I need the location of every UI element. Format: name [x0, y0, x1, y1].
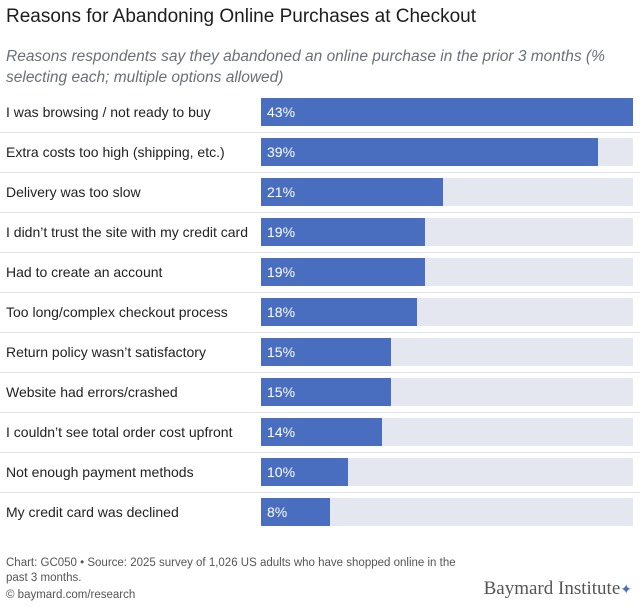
row-divider	[0, 492, 640, 493]
bar-row: Too long/complex checkout process 18%	[0, 292, 640, 332]
bar-track: 14%	[261, 418, 633, 446]
row-divider	[0, 212, 640, 213]
category-label: I couldn’t see total order cost upfront	[6, 423, 233, 440]
value-label: 19%	[267, 224, 296, 240]
bar-track: 19%	[261, 218, 633, 246]
baymard-logo: Baymard Institute✦	[483, 578, 632, 599]
value-label: 19%	[267, 264, 296, 280]
category-label: Had to create an account	[6, 263, 163, 280]
bar-track: 8%	[261, 498, 633, 526]
bar-track: 10%	[261, 458, 633, 486]
row-divider	[0, 172, 640, 173]
source-note: Chart: GC050 • Source: 2025 survey of 1,…	[6, 557, 456, 584]
category-label: Website had errors/crashed	[6, 383, 178, 400]
bar-row: Return policy wasn’t satisfactory 15%	[0, 332, 640, 372]
bar	[261, 338, 391, 366]
category-label: Return policy wasn’t satisfactory	[6, 343, 206, 360]
row-divider	[0, 452, 640, 453]
bar-track: 15%	[261, 338, 633, 366]
category-label: Not enough payment methods	[6, 463, 194, 480]
value-label: 10%	[267, 464, 296, 480]
bar-track: 18%	[261, 298, 633, 326]
bar-row: Extra costs too high (shipping, etc.) 39…	[0, 132, 640, 172]
bar	[261, 498, 331, 526]
row-divider	[0, 292, 640, 293]
bar	[261, 418, 383, 446]
bar-row: Delivery was too slow 21%	[0, 172, 640, 212]
value-label: 18%	[267, 304, 296, 320]
bar	[261, 178, 443, 206]
logo-text: Baymard Institute	[483, 578, 621, 599]
bar	[261, 98, 633, 126]
bar	[261, 458, 348, 486]
bar-row: My credit card was declined 8%	[0, 492, 640, 532]
value-label: 21%	[267, 184, 296, 200]
row-divider	[0, 252, 640, 253]
value-label: 39%	[267, 144, 296, 160]
bar	[261, 218, 426, 246]
chart-subtitle: Reasons respondents say they abandoned a…	[6, 48, 605, 86]
value-label: 43%	[267, 104, 296, 120]
bar-track: 21%	[261, 178, 633, 206]
bar	[261, 298, 417, 326]
category-label: Too long/complex checkout process	[6, 303, 228, 320]
bar-track: 39%	[261, 138, 633, 166]
copyright: © baymard.com/research	[6, 589, 136, 601]
bar-row: I didn’t trust the site with my credit c…	[0, 212, 640, 252]
bar-track: 43%	[261, 98, 633, 126]
category-label: I didn’t trust the site with my credit c…	[6, 223, 248, 240]
category-label: Delivery was too slow	[6, 183, 141, 200]
bar-track: 15%	[261, 378, 633, 406]
bar	[261, 138, 599, 166]
value-label: 14%	[267, 424, 296, 440]
row-divider	[0, 412, 640, 413]
value-label: 15%	[267, 344, 296, 360]
bar-row: Had to create an account 19%	[0, 252, 640, 292]
category-label: My credit card was declined	[6, 503, 179, 520]
bar-row: I couldn’t see total order cost upfront …	[0, 412, 640, 452]
bar-track: 19%	[261, 258, 633, 286]
bar	[261, 378, 391, 406]
bar-row: I was browsing / not ready to buy 43%	[0, 92, 640, 132]
value-label: 15%	[267, 384, 296, 400]
chart-title: Reasons for Abandoning Online Purchases …	[6, 6, 477, 27]
bar-row: Website had errors/crashed 15%	[0, 372, 640, 412]
row-divider	[0, 332, 640, 333]
category-label: I was browsing / not ready to buy	[6, 103, 211, 120]
value-label: 8%	[267, 504, 288, 520]
row-divider	[0, 372, 640, 373]
row-divider	[0, 132, 640, 133]
bar	[261, 258, 426, 286]
category-label: Extra costs too high (shipping, etc.)	[6, 143, 225, 160]
bar-row: Not enough payment methods 10%	[0, 452, 640, 492]
